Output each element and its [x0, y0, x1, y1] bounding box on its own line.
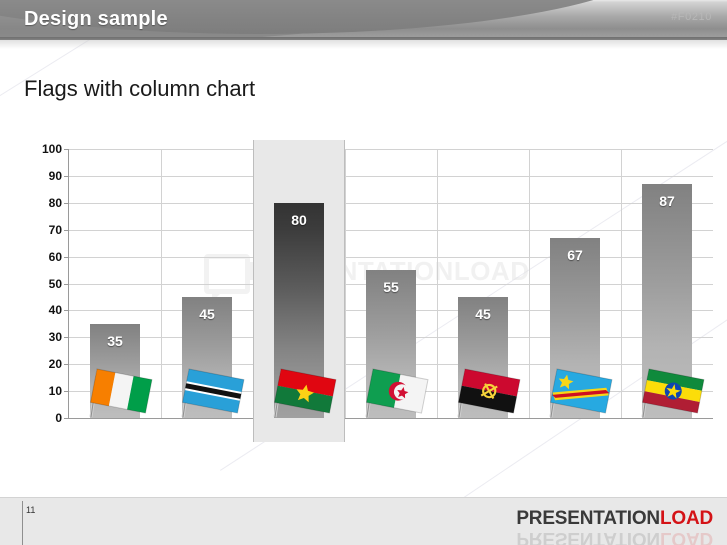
y-axis-tick-label: 30 [48, 330, 62, 345]
y-axis-tick-label: 10 [48, 384, 62, 399]
axis-tick [64, 175, 69, 177]
plot-area: 35 45 80 55 45 67 87 [64, 140, 713, 442]
bar-value-label: 45 [475, 306, 491, 322]
footer-divider [22, 501, 23, 545]
gridline [69, 149, 713, 150]
presentationload-logo: PRESENTATIONLOAD [516, 508, 713, 530]
header-shine [0, 40, 727, 49]
y-axis-tick-label: 70 [48, 222, 62, 237]
header-banner [0, 0, 727, 40]
y-axis-tick-label: 0 [55, 411, 62, 425]
gridline [69, 229, 713, 231]
gridline [69, 175, 713, 177]
bar-value-label: 45 [199, 306, 215, 322]
y-axis-tick-label: 40 [48, 303, 62, 318]
bar-column[interactable]: 45 [182, 297, 232, 418]
header-title: Design sample [24, 8, 168, 30]
gridline [69, 202, 713, 204]
axis-tick [64, 391, 69, 393]
header-template-code: #F0210 [671, 11, 712, 23]
page-number: 11 [26, 505, 36, 515]
y-axis-tick-label: 60 [48, 249, 62, 264]
bar-value-label: 55 [383, 279, 399, 295]
y-axis-tick-label: 100 [41, 142, 62, 156]
axis-tick [64, 418, 69, 419]
footer-bar [0, 497, 727, 545]
bar-column[interactable]: 55 [366, 270, 416, 418]
y-axis: 100 90 80 70 60 50 40 30 20 10 0 [22, 140, 62, 430]
bar-value-label: 87 [659, 193, 675, 209]
bar-column[interactable]: 35 [90, 324, 140, 418]
axis-tick [64, 364, 69, 366]
category-separator [345, 149, 346, 418]
page-title: Flags with column chart [24, 76, 256, 101]
axis-tick [64, 149, 69, 150]
gridline [69, 256, 713, 258]
category-separator [529, 149, 530, 418]
bar-column[interactable]: 87 [642, 184, 692, 418]
axis-tick [64, 337, 69, 339]
y-axis-tick-label: 20 [48, 357, 62, 372]
logo-reflection-part1: PRESENTATION [516, 528, 660, 545]
bar-value-label: 80 [291, 212, 307, 228]
axis-tick [64, 256, 69, 258]
y-axis-tick-label: 50 [48, 276, 62, 291]
axis-tick [64, 229, 69, 231]
bar-value-label: 67 [567, 247, 583, 263]
footer-rule [0, 497, 727, 498]
category-separator [161, 149, 162, 418]
axis-tick [64, 202, 69, 204]
logo-reflection-part2: LOAD [659, 528, 713, 545]
category-separator [437, 149, 438, 418]
y-axis-tick-label: 80 [48, 195, 62, 210]
axis-tick [64, 310, 69, 312]
header-bottom-line [0, 37, 727, 40]
logo-part-load: LOAD [659, 508, 713, 529]
column-chart: 100 90 80 70 60 50 40 30 20 10 0 35 45 80 55 45 67 87 [22, 140, 713, 442]
bar-column[interactable]: 80 [274, 203, 324, 418]
category-separator [621, 149, 622, 418]
logo-part-presentation: PRESENTATION [516, 508, 660, 529]
bar-column[interactable]: 45 [458, 297, 508, 418]
bar-value-label: 35 [107, 333, 123, 349]
bar-column[interactable]: 67 [550, 238, 600, 418]
axis-tick [64, 283, 69, 285]
y-axis-tick-label: 90 [48, 168, 62, 183]
